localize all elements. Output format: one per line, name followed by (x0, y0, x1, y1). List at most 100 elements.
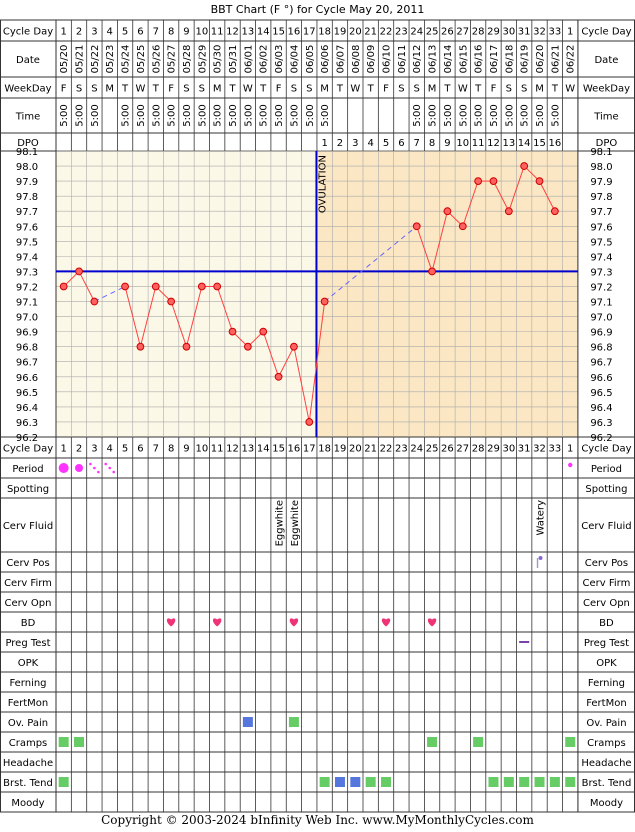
row-label-dpo: DPO (17, 138, 39, 149)
cell-dates: 05/26 (151, 45, 162, 74)
cell-times: 5:00 (504, 104, 515, 126)
row-label-right-cerv_opn: Cerv Opn (583, 598, 630, 609)
row-label-right-ov_pain: Ov. Pain (586, 718, 626, 729)
y-tick-labels: 98.1 98.1 98.0 98.0 97.9 97.9 97.8 97.8 97.7 97.7… (16, 147, 613, 444)
row-label-right-cerv_fluid: Cerv Fluid (581, 521, 631, 532)
cell-cycle-day-bottom: 9 (183, 444, 189, 455)
bd-heart-icon (166, 618, 176, 627)
cell-cycle-day-bottom: 1 (60, 444, 66, 455)
cell-cycle-day-bottom: 14 (257, 444, 270, 455)
cell-cycle_days: 5 (122, 27, 128, 38)
cell-cycle-day-bottom: 24 (410, 444, 423, 455)
y-tick-label-right: 97.1 (590, 298, 612, 309)
period-spotting-dot (108, 466, 112, 470)
cell-weekdays: M (105, 84, 114, 95)
header-rows: 1 2 3 4 5 6 7 8 9 10 11 12 13 14 15 16 17 18 19 20 21 22 23 24 2… (59, 27, 577, 455)
cell-cycle_days: 19 (334, 27, 347, 38)
y-tick-label-right: 97.4 (590, 252, 612, 263)
cell-cycle-day-bottom: 22 (380, 444, 393, 455)
row-label-right-cerv_firm: Cerv Firm (583, 578, 631, 589)
temperature-point (443, 207, 452, 216)
cell-cycle-day-bottom: 17 (303, 444, 316, 455)
cell-times: 5:00 (259, 104, 270, 126)
temperature-point (243, 342, 252, 351)
line-segment (78, 271, 95, 302)
cell-dpo: 9 (444, 138, 450, 149)
cell-cycle_days: 13 (242, 27, 255, 38)
cell-cycle-day-bottom: 11 (211, 444, 224, 455)
brst-tend-mark (319, 777, 330, 787)
cell-weekdays: W (458, 84, 468, 95)
period-light-dot (568, 462, 573, 468)
cell-cycle_days: 14 (257, 27, 270, 38)
cell-times: 5:00 (520, 104, 531, 126)
cell-cycle_days: 6 (137, 27, 143, 38)
row-label-fertmon: FertMon (8, 698, 48, 709)
cell-cycle-day-bottom: 21 (364, 444, 377, 455)
row-label-ov_pain: Ov. Pain (8, 718, 48, 729)
cell-cycle-day-bottom: 13 (242, 444, 255, 455)
line-segment (293, 346, 310, 423)
cell-weekdays: S (398, 84, 404, 95)
cell-times: 5:00 (75, 104, 86, 126)
cell-dpo: 11 (472, 138, 485, 149)
row-label-headache: Headache (3, 758, 53, 769)
bd-heart-icon (427, 618, 437, 627)
cell-cycle-day-bottom: 10 (195, 444, 208, 455)
temperature-point (290, 342, 298, 351)
row-label-period: Period (12, 464, 43, 475)
cell-times: 5:00 (289, 104, 300, 126)
cell-weekdays: W (135, 84, 145, 95)
cell-dates: 06/03 (274, 45, 285, 74)
cell-cycle-day-bottom: 7 (153, 444, 159, 455)
cell-dates: 05/22 (90, 45, 101, 74)
y-tick-label: 97.0 (16, 313, 38, 324)
cell-weekdays: F (61, 84, 67, 95)
cerv-fluid-text: Eggwhite (290, 500, 301, 546)
cell-cycle_days: 16 (288, 27, 301, 38)
cell-weekdays: M (320, 84, 329, 95)
cell-dates: 06/05 (305, 45, 316, 74)
temperature-point (151, 282, 160, 291)
row-label-right-bd: BD (599, 618, 614, 629)
cell-cycle_days: 10 (195, 27, 208, 38)
row-label-cycle_day: Cycle Day (3, 27, 53, 38)
cell-dates: 06/21 (550, 45, 561, 74)
pre-ovulation-area (56, 151, 317, 437)
cell-weekdays: S (291, 84, 297, 95)
cell-dates: 06/06 (320, 45, 331, 74)
row-label-bd: BD (21, 618, 36, 629)
y-tick-label: 96.4 (16, 403, 38, 414)
brst-tend-mark (519, 777, 530, 787)
cell-weekdays: T (474, 84, 482, 95)
gap-lines (94, 225, 418, 302)
cell-times: 5:00 (213, 104, 224, 126)
y-tick-label: 96.8 (16, 343, 38, 354)
gap-segment (94, 286, 126, 302)
cell-weekdays: S (91, 84, 97, 95)
cell-cycle_days: 1 (567, 27, 573, 38)
cell-cycle_days: 24 (410, 27, 423, 38)
temperature-point (90, 297, 99, 306)
row-label-date: Date (16, 55, 40, 66)
cell-dates: 06/07 (335, 45, 346, 74)
cell-cycle_days: 22 (380, 27, 393, 38)
row-label-right-dpo: DPO (596, 138, 618, 149)
cell-weekdays: T (367, 84, 375, 95)
temperature-point (428, 267, 436, 276)
row-label-brst_tend: Brst. Tend (3, 778, 53, 789)
y-tick-label: 97.7 (16, 207, 38, 218)
brst-tend-mark (565, 777, 576, 787)
cell-cycle-day-bottom: 2 (76, 444, 82, 455)
cell-weekdays: T (228, 84, 236, 95)
chart-title: BBT Chart (F °) for Cycle May 20, 2011 (211, 3, 425, 16)
cell-dpo: 16 (549, 138, 562, 149)
cell-times: 5:00 (443, 104, 454, 126)
bd-heart-icon (289, 618, 299, 627)
cell-cycle_days: 23 (395, 27, 408, 38)
cell-dates: 05/31 (228, 45, 239, 74)
cell-cycle_days: 20 (349, 27, 362, 38)
cell-dates: 06/19 (520, 45, 531, 74)
cell-dpo: 13 (502, 138, 515, 149)
